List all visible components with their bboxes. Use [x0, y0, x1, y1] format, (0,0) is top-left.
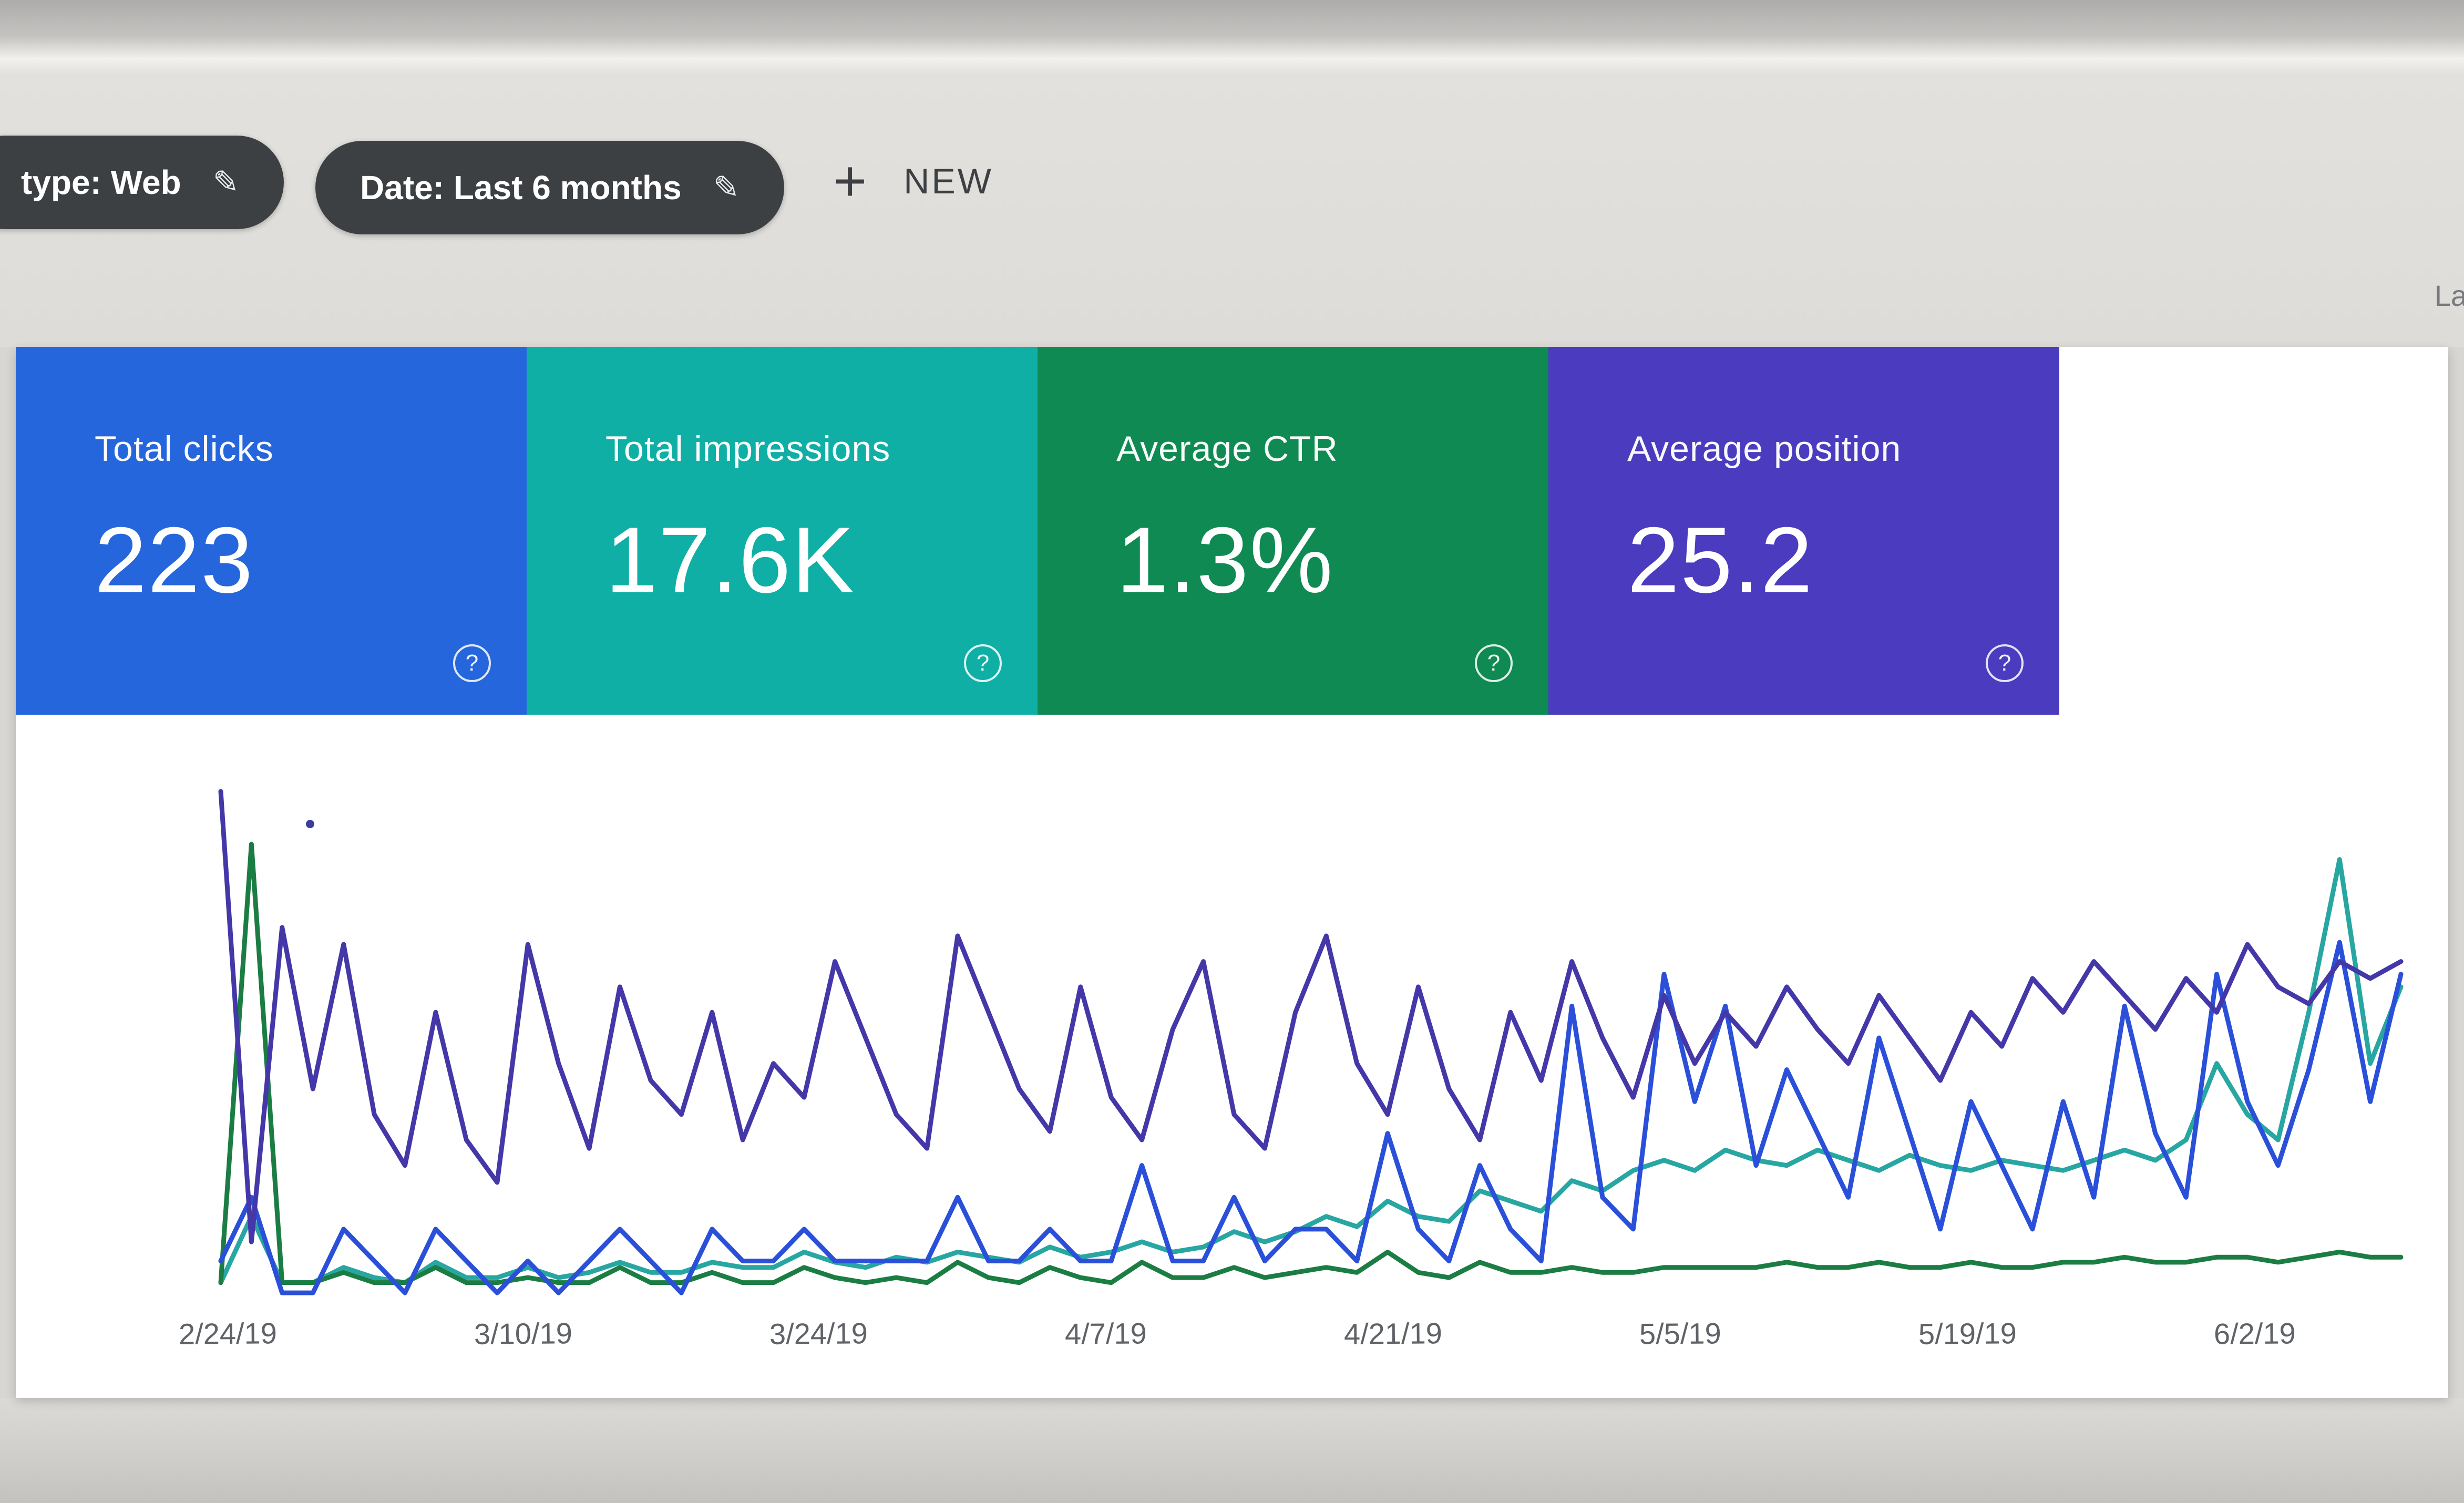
last-updated-text-truncated: La [2434, 279, 2464, 312]
help-icon[interactable]: ? [1475, 644, 1513, 682]
filter-chip-search-type[interactable]: type: Web ✎ [0, 136, 284, 229]
plus-icon: + [833, 149, 867, 213]
metric-card-average-ctr[interactable]: Average CTR 1.3% ? [1038, 347, 1548, 715]
monitor-top-edge [0, 0, 2464, 74]
series-average-position [221, 791, 2401, 1242]
series-total-clicks [221, 942, 2401, 1293]
line-chart-canvas[interactable] [221, 767, 2401, 1301]
x-tick-label: 5/5/19 [1639, 1316, 1722, 1351]
x-tick-label: 4/21/19 [1343, 1316, 1443, 1351]
performance-panel: Total clicks 223 ? Total impressions 17.… [16, 347, 2448, 1398]
edit-icon[interactable]: ✎ [212, 164, 239, 200]
performance-chart[interactable] [221, 767, 2401, 1301]
filter-chip-label: type: Web [21, 163, 181, 201]
metric-value: 17.6K [605, 508, 856, 612]
x-tick-label: 4/7/19 [1064, 1316, 1147, 1351]
new-filter-button[interactable]: + NEW [833, 152, 993, 210]
x-tick-label: 5/19/19 [1918, 1316, 2017, 1351]
metric-label: Average CTR [1116, 429, 1338, 469]
filter-bar: type: Web ✎ Date: Last 6 months ✎ + NEW … [0, 74, 2464, 347]
filter-chip-date-range[interactable]: Date: Last 6 months ✎ [315, 141, 784, 234]
series-total-impressions [221, 860, 2401, 1283]
new-filter-label: NEW [904, 161, 993, 201]
filter-chip-label: Date: Last 6 months [360, 169, 682, 207]
metric-label: Total clicks [95, 429, 274, 469]
x-tick-label: 6/2/19 [2213, 1316, 2296, 1351]
x-tick-label: 2/24/19 [178, 1316, 278, 1351]
x-tick-label: 3/10/19 [474, 1316, 573, 1351]
metric-card-total-impressions[interactable]: Total impressions 17.6K ? [527, 347, 1038, 715]
metric-card-average-position[interactable]: Average position 25.2 ? [1548, 347, 2059, 715]
chart-x-axis-labels: 2/24/19 3/10/19 3/24/19 4/7/19 4/21/19 5… [179, 1316, 2296, 1351]
help-icon[interactable]: ? [453, 644, 491, 682]
metric-value: 1.3% [1116, 508, 1334, 612]
help-icon[interactable]: ? [964, 644, 1002, 682]
help-icon[interactable]: ? [1986, 644, 2024, 682]
monitor-bottom-edge [0, 1398, 2464, 1503]
data-point-dot [306, 820, 314, 828]
metric-card-total-clicks[interactable]: Total clicks 223 ? [16, 347, 527, 715]
metric-value: 25.2 [1627, 508, 1814, 612]
metric-label: Total impressions [605, 429, 891, 469]
metric-cards-row: Total clicks 223 ? Total impressions 17.… [16, 347, 2448, 715]
x-tick-label: 3/24/19 [769, 1316, 868, 1351]
metric-label: Average position [1627, 429, 1902, 469]
series-average-ctr [221, 844, 2401, 1282]
metric-value: 223 [95, 508, 254, 612]
edit-icon[interactable]: ✎ [713, 170, 740, 205]
